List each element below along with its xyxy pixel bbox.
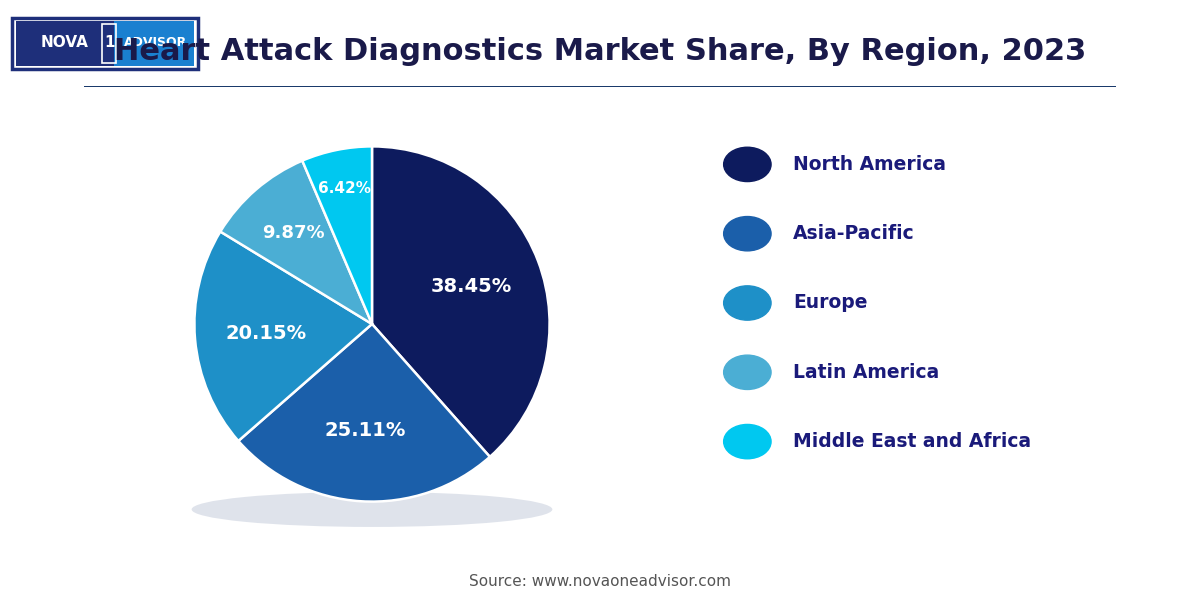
Text: 1: 1 — [104, 35, 114, 50]
Text: North America: North America — [793, 155, 946, 174]
Wedge shape — [194, 232, 372, 441]
Text: Heart Attack Diagnostics Market Share, By Region, 2023: Heart Attack Diagnostics Market Share, B… — [114, 37, 1086, 65]
FancyBboxPatch shape — [114, 20, 194, 67]
Text: Asia-Pacific: Asia-Pacific — [793, 224, 914, 243]
Text: NOVA: NOVA — [40, 35, 88, 50]
Circle shape — [724, 286, 772, 320]
Circle shape — [724, 355, 772, 389]
Text: 38.45%: 38.45% — [431, 277, 512, 296]
Text: Middle East and Africa: Middle East and Africa — [793, 432, 1031, 451]
Wedge shape — [221, 161, 372, 324]
Text: 9.87%: 9.87% — [262, 224, 324, 242]
Ellipse shape — [192, 492, 552, 527]
Text: ADVISOR: ADVISOR — [124, 36, 187, 49]
Circle shape — [724, 147, 772, 182]
Wedge shape — [239, 324, 490, 502]
Circle shape — [724, 424, 772, 459]
Text: 25.11%: 25.11% — [324, 421, 406, 440]
Circle shape — [724, 217, 772, 251]
Text: 20.15%: 20.15% — [226, 323, 306, 343]
Wedge shape — [372, 146, 550, 457]
FancyBboxPatch shape — [16, 20, 114, 67]
Text: Latin America: Latin America — [793, 363, 940, 382]
Text: Source: www.novaoneadvisor.com: Source: www.novaoneadvisor.com — [469, 575, 731, 589]
Text: Europe: Europe — [793, 293, 868, 313]
Text: 6.42%: 6.42% — [318, 181, 371, 196]
Wedge shape — [302, 146, 372, 324]
